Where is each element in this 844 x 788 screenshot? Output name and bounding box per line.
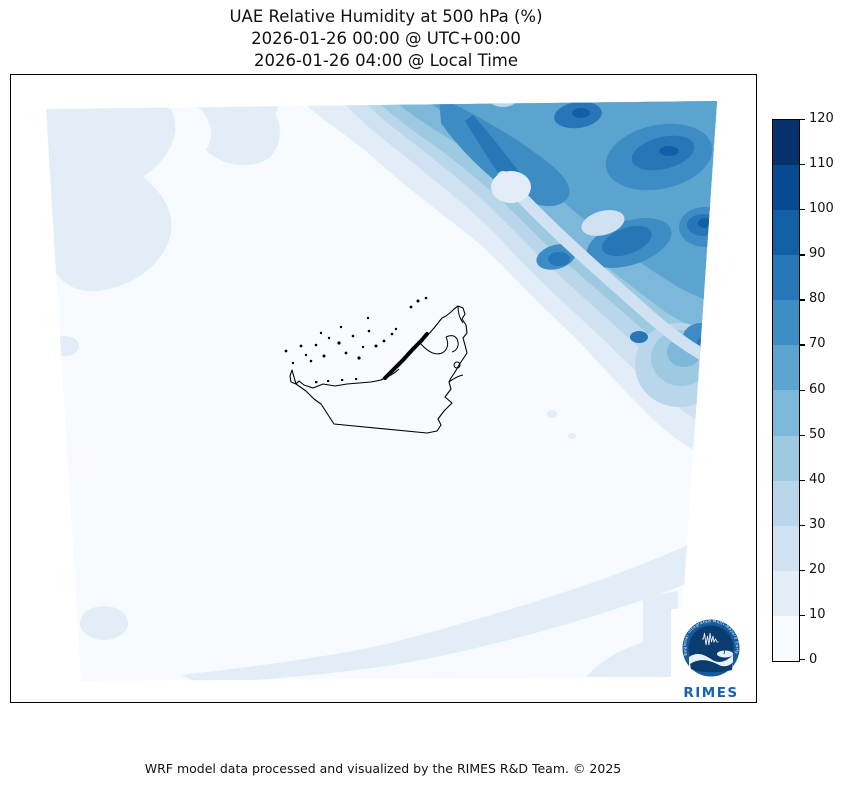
colorbar-tick-label: 110 [809,156,834,172]
contour-band [698,218,712,228]
colorbar-tick-label: 10 [809,606,826,622]
contour-band [572,108,590,118]
colorbar-segment [773,480,799,526]
emirate-boundary [419,336,449,355]
contour-band [643,591,678,677]
colorbar-tick-label: 70 [809,336,826,352]
contour-band [548,252,570,266]
dense-coast-detail [383,332,429,380]
colorbar-tick-label: 60 [809,381,826,397]
contour-valley [497,171,709,361]
colorbar-segment [773,300,799,346]
contour-band [602,225,652,257]
figure-title: UAE Relative Humidity at 500 hPa (%) 202… [0,6,772,72]
colorbar-segment [773,165,799,211]
contour-band [547,410,557,418]
colorbar-tick-label: 40 [809,471,826,487]
emirate-boundary [457,305,464,324]
contour-valley [581,210,625,236]
contour-valley [489,101,517,107]
colorbar-tick-label: 0 [809,652,818,667]
uae-outline [289,305,468,434]
logo-wordmark: RIMES [683,685,738,701]
colorbar-segment [773,345,799,391]
palm-tree-icon [722,644,729,655]
uae-border [289,305,468,434]
title-line-2: 2026-01-26 00:00 @ UTC+00:00 [251,29,521,48]
contour-band [51,336,79,356]
emirate-boundary [380,368,400,381]
colorbar-tick-label: 50 [809,426,826,442]
colorbar-tick-label: 30 [809,516,826,532]
colorbar-segment [773,570,799,616]
emirate-boundary [445,335,459,353]
map-axes-frame: Regional Integrated Multi-Hazard Early W… [10,74,757,703]
contour-band [630,331,648,343]
colorbar-tick-label: 100 [809,201,834,217]
contour-valley [491,171,531,203]
contour-band [659,146,679,156]
colorbar-segment [773,390,799,436]
contour-field [46,101,717,681]
contour-band [568,433,576,439]
logo-wave-dark [690,660,733,673]
contour-band [46,102,176,292]
colorbar-tick-label: 80 [809,291,826,307]
colorbar-segment [773,435,799,481]
colorbar-segment [773,255,799,301]
colorbar-segment [773,120,799,166]
colorbar-segment [773,210,799,256]
credit-text: WRF model data processed and visualized … [144,761,622,776]
colorbar-tick-label: 120 [809,111,834,126]
contour-band [181,515,717,681]
enclave-boundary [453,361,461,369]
logo-island [717,650,733,658]
title-line-1: UAE Relative Humidity at 500 hPa (%) [229,7,543,26]
colorbar-tick-label: 90 [809,246,826,262]
rimes-logo: Regional Integrated Multi-Hazard Early W… [669,605,749,702]
contour-band [80,606,128,640]
colorbar-tick-label: 20 [809,561,826,577]
colorbar [772,119,800,662]
map-canvas: Regional Integrated Multi-Hazard Early W… [46,101,749,702]
contour-band [191,101,280,166]
colorbar-segment [773,615,799,661]
emirate-boundary [448,374,464,383]
title-line-3: 2026-01-26 04:00 @ Local Time [253,51,519,70]
seismogram-icon [702,632,719,646]
colorbar-segment [773,525,799,571]
island-dots [284,296,428,384]
